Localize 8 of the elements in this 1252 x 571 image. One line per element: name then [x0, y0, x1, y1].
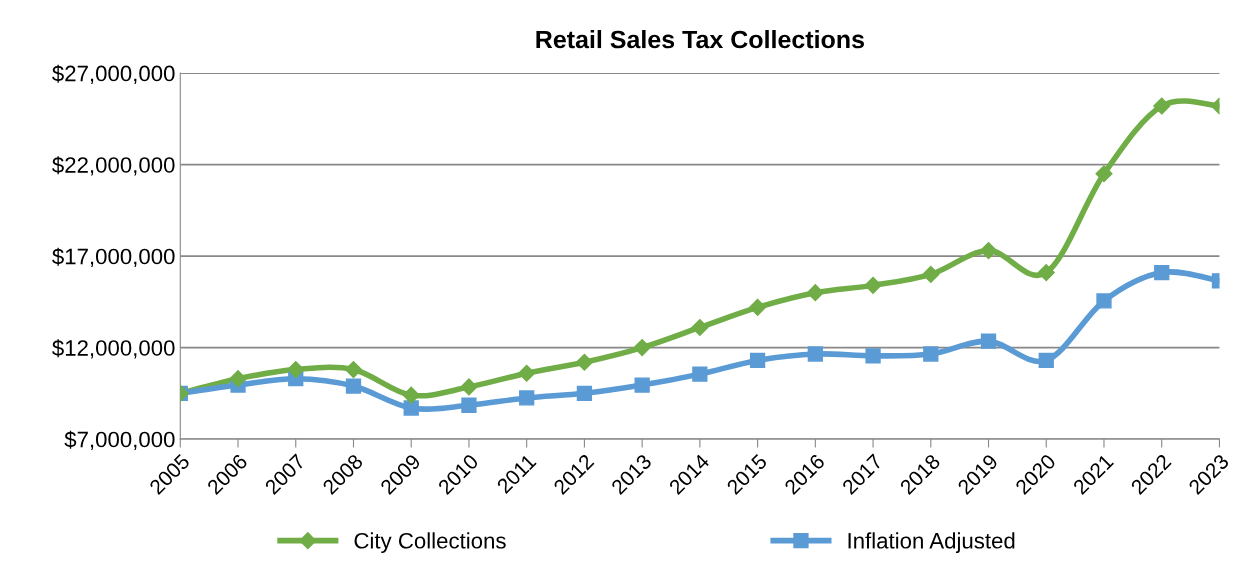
y-tick-label: $22,000,000	[52, 156, 175, 176]
y-tick-label: $12,000,000	[52, 339, 175, 359]
y-tick-label: $7,000,000	[64, 430, 175, 450]
legend-label: Inflation Adjusted	[848, 532, 1015, 554]
legend-label: City Collections	[354, 532, 506, 554]
y-tick-label: $17,000,000	[52, 247, 175, 267]
chart-title: Retail Sales Tax Collections	[536, 29, 864, 49]
y-tick-label: $27,000,000	[52, 64, 175, 84]
